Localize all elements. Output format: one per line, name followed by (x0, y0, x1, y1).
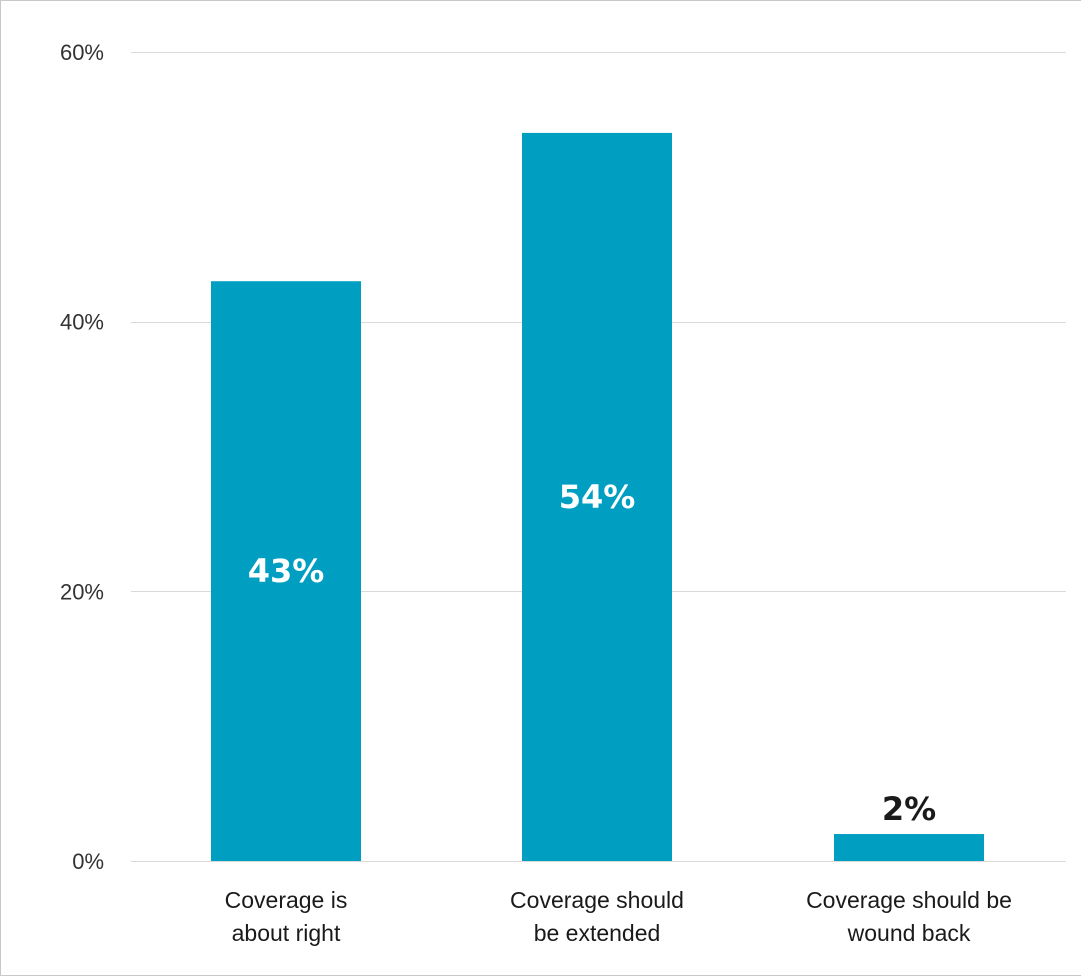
category-label-2: be extended (534, 920, 661, 946)
bar-3 (834, 834, 984, 861)
y-tick-label: 60% (60, 40, 104, 65)
category-labels: Coverage is about right Coverage should be … (225, 887, 1012, 946)
y-tick-label: 40% (60, 310, 104, 335)
value-labels: 43% 54% 2% (248, 478, 936, 828)
category-label-1: about right (232, 920, 341, 946)
category-label-3: Coverage should be (806, 887, 1012, 913)
bar-2 (522, 132, 672, 861)
y-axis-ticks: 0% 20% 40% 60% (60, 40, 104, 874)
bar-1 (211, 281, 361, 861)
category-label-2: Coverage should (510, 887, 684, 913)
value-label-2: 54% (559, 478, 636, 516)
bars (211, 132, 984, 861)
y-tick-label: 0% (72, 849, 104, 874)
category-label-3: wound back (847, 920, 971, 946)
value-label-1: 43% (248, 552, 325, 590)
category-label-1: Coverage is (225, 887, 348, 913)
y-tick-label: 20% (60, 579, 104, 604)
value-label-3: 2% (882, 790, 936, 828)
